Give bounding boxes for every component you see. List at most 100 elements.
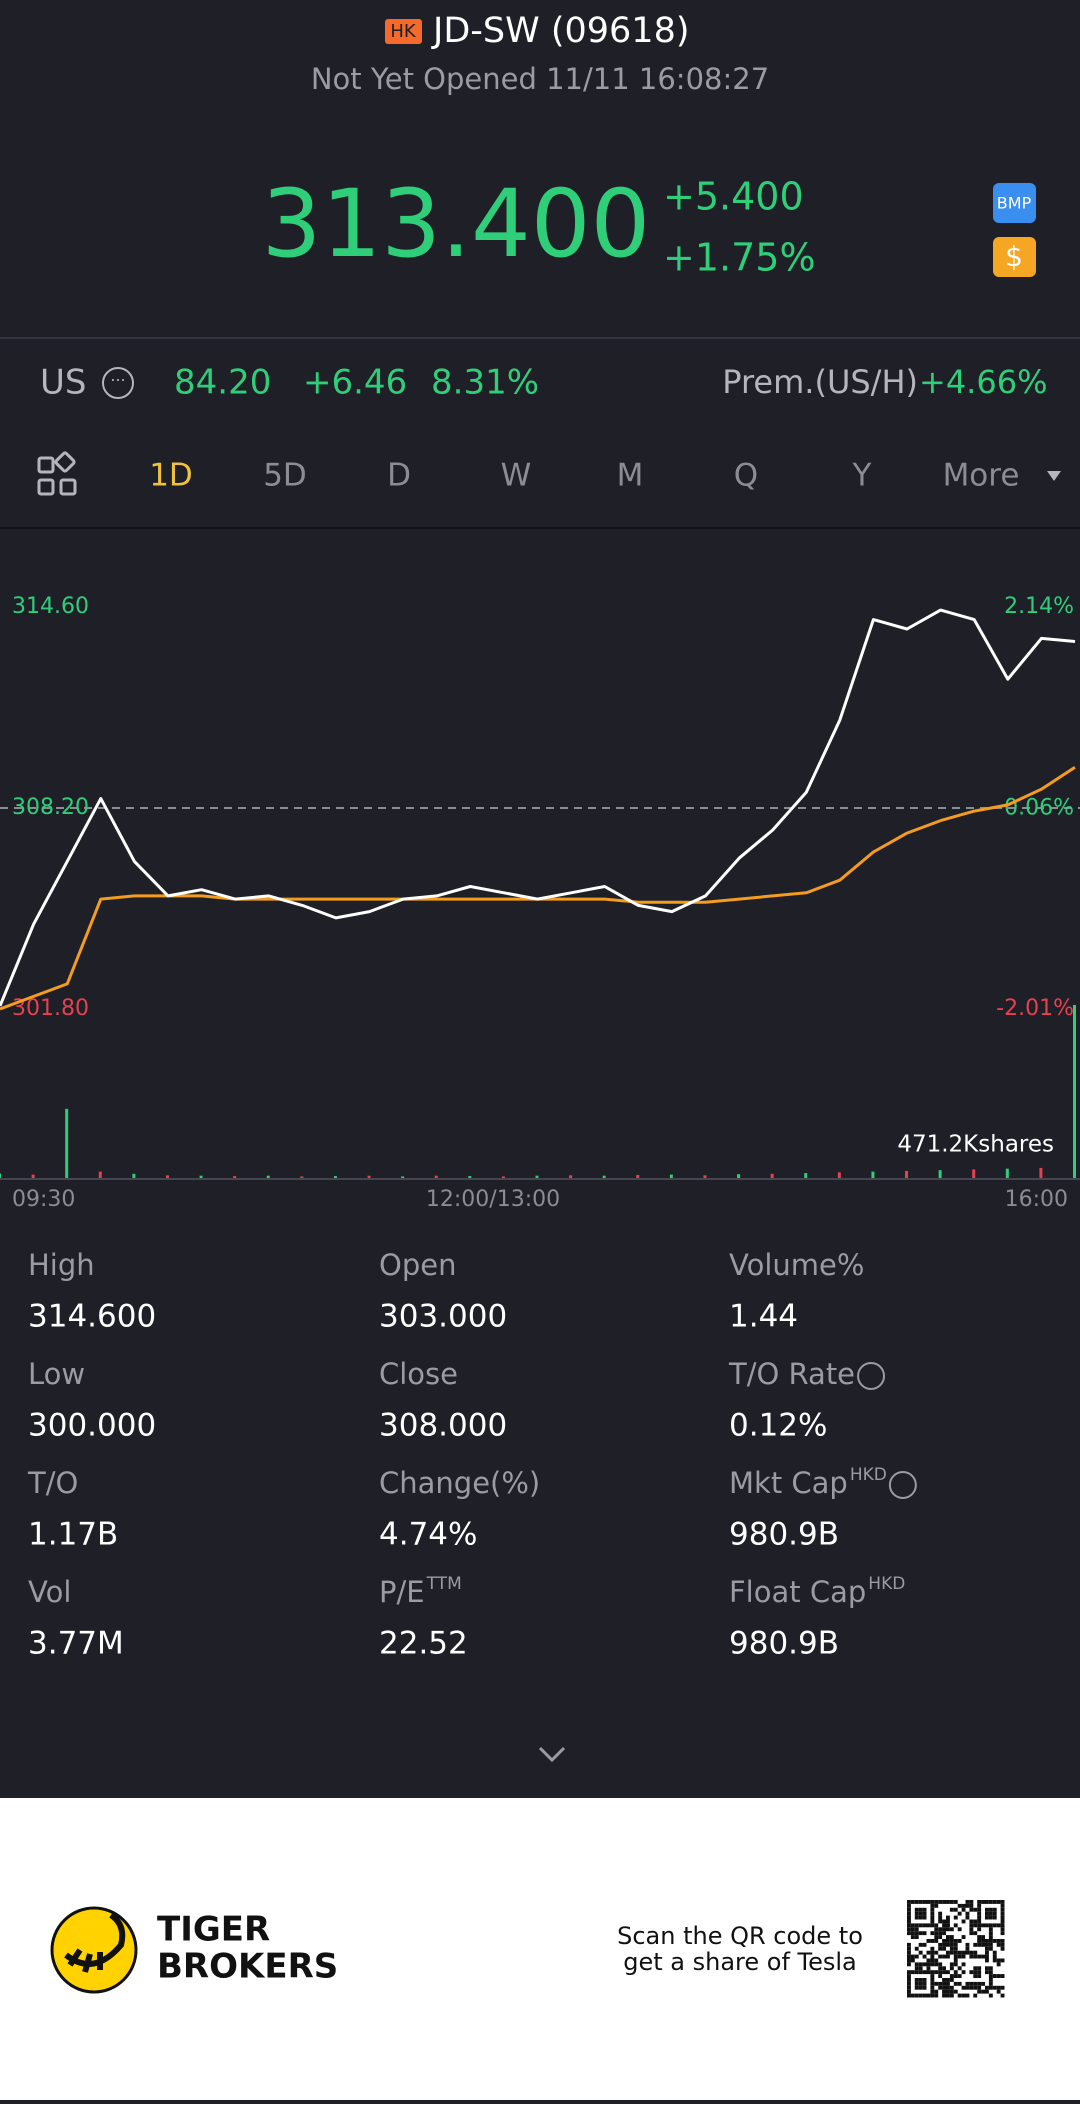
qr-cell — [922, 1907, 927, 1912]
qr-cell — [946, 1935, 950, 1939]
qr-cell — [930, 1958, 935, 1963]
qr-cell — [985, 1923, 989, 1928]
qr-cell — [918, 1978, 923, 1982]
qr-cell — [988, 1985, 993, 1990]
qr-cell — [953, 1900, 958, 1904]
stat-value: 980.9B — [729, 1626, 839, 1662]
dollar-icon[interactable] — [993, 237, 1036, 277]
qr-cell — [934, 1935, 939, 1939]
qr-cell — [907, 1989, 911, 1994]
y2-tick-label: 0.06% — [1004, 795, 1074, 820]
qr-cell — [926, 1966, 931, 1971]
volume-bar — [770, 1173, 774, 1179]
qr-cell — [977, 1911, 982, 1916]
qr-cell — [957, 1993, 962, 1998]
qr-cell — [985, 1942, 989, 1947]
qr-cell — [946, 1927, 950, 1932]
qr-cell — [965, 1950, 970, 1955]
qr-cell — [969, 1985, 974, 1990]
volume-bar — [266, 1175, 270, 1179]
qr-cell — [926, 1962, 931, 1967]
tab[interactable]: Y — [852, 458, 872, 494]
qr-cell — [953, 1915, 958, 1920]
qr-cell — [985, 1954, 989, 1959]
change: +5.400 — [663, 175, 804, 219]
qr-cell — [938, 1985, 943, 1990]
qr-cell — [942, 1919, 946, 1924]
qr-cell — [961, 1985, 966, 1990]
qr-cell — [992, 1911, 997, 1916]
info-icon[interactable] — [102, 367, 134, 399]
qr-cell — [930, 1911, 935, 1916]
qr-cell — [907, 1970, 911, 1975]
qr-cell — [918, 1950, 923, 1955]
qr-cell — [1000, 1915, 1005, 1920]
dollar-text: $ — [1005, 240, 1023, 273]
premium-label: Prem.(US/H) — [722, 363, 918, 401]
qr-cell — [981, 1923, 985, 1928]
tab[interactable]: D — [387, 458, 411, 494]
qr-cell — [926, 1939, 931, 1943]
grid-icon[interactable] — [37, 451, 77, 496]
qr-cell — [907, 1931, 911, 1936]
qr-cell — [949, 1978, 954, 1982]
qr-cell — [922, 1931, 927, 1936]
qr-cell — [949, 1927, 954, 1932]
logo — [50, 1906, 138, 1994]
qr-cell — [918, 1923, 923, 1928]
tab[interactable]: More — [943, 458, 1020, 494]
qr-cell — [942, 1946, 946, 1951]
qr-cell — [969, 1903, 974, 1908]
volume-bar — [434, 1175, 438, 1179]
qr-cell — [942, 1923, 946, 1928]
tab[interactable]: 5D — [263, 458, 307, 494]
qr-cell — [938, 1919, 943, 1924]
volume-bar — [1005, 1168, 1009, 1179]
y-tick-label: 308.20 — [12, 795, 89, 820]
qr-cell — [922, 1985, 927, 1990]
volume-bar — [65, 1108, 69, 1179]
tab[interactable]: 1D — [149, 458, 193, 494]
tab[interactable]: Q — [734, 458, 758, 494]
volume-bar — [602, 1175, 606, 1179]
qr-cell — [969, 1919, 974, 1924]
qr-cell — [1000, 1903, 1005, 1908]
qr-cell — [938, 1911, 943, 1916]
qr-cell — [953, 1954, 958, 1959]
qr-cell — [942, 1981, 946, 1986]
volume-bar — [468, 1176, 472, 1179]
hk-badge — [385, 19, 422, 44]
qr-cell — [934, 1939, 939, 1943]
qr-cell — [930, 1939, 935, 1943]
qr-cell — [942, 1954, 946, 1959]
qr-cell — [973, 1942, 978, 1947]
qr-cell — [918, 1993, 923, 1998]
stat-value: 4.74% — [379, 1517, 477, 1553]
bmp-icon[interactable] — [993, 183, 1036, 223]
stat-value: 308.000 — [379, 1408, 507, 1444]
qr-cell — [914, 1931, 919, 1936]
qr-cell — [961, 1907, 966, 1912]
qr-cell — [957, 1954, 962, 1959]
promo: Scan the QR code to — [617, 1922, 863, 1950]
qr-cell — [934, 1993, 939, 1998]
qr-cell — [949, 1962, 954, 1967]
qr-cell — [934, 1903, 939, 1908]
qr-cell — [907, 1962, 911, 1967]
qr-cell — [953, 1974, 958, 1978]
promo: get a share of Tesla — [623, 1948, 857, 1976]
tab[interactable]: W — [501, 458, 532, 494]
more-arrow — [1047, 471, 1061, 481]
qr-cell — [969, 1927, 974, 1932]
tab[interactable]: M — [617, 458, 644, 494]
qr-cell — [973, 1907, 978, 1912]
qr-cell — [973, 1919, 978, 1924]
info-icon[interactable] — [857, 1362, 886, 1390]
qr-cell — [914, 1900, 919, 1904]
expand-chevron[interactable] — [538, 1746, 566, 1763]
info-icon[interactable] — [888, 1471, 917, 1499]
qr-cell — [942, 1939, 946, 1943]
qr-code[interactable] — [907, 1900, 1005, 1998]
qr-cell — [926, 1958, 931, 1963]
